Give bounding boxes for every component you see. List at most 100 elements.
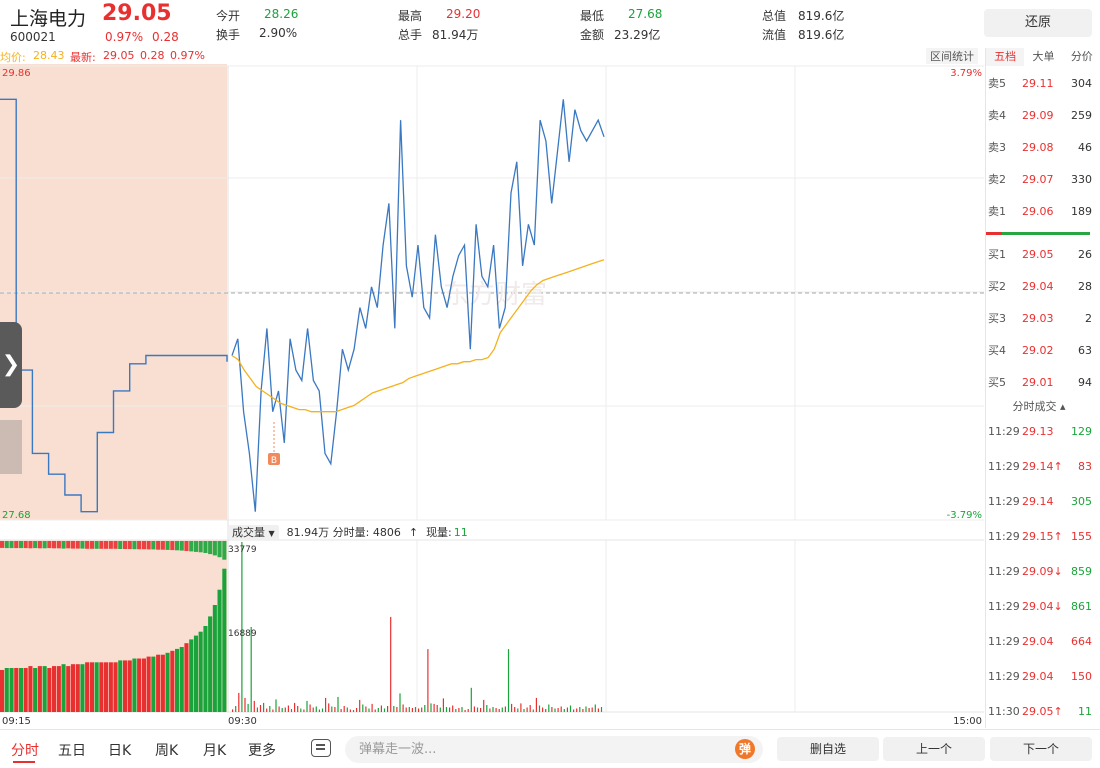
trade-row: 11:29 29.14↑ 83 <box>986 449 1092 484</box>
sell-row[interactable]: 卖3 29.08 46 <box>986 132 1092 164</box>
volume-bar <box>393 706 395 712</box>
auction-top-bar <box>179 541 184 551</box>
auction-top-bar <box>203 541 208 553</box>
buy-quantity: 94 <box>1078 376 1092 389</box>
time-sales-header[interactable]: 分时成交 ▴ <box>1012 400 1066 413</box>
volume-bar <box>297 706 299 712</box>
volume-bar <box>480 708 482 712</box>
volume-bar <box>591 707 593 712</box>
trade-time: 11:29 <box>988 495 1020 508</box>
volume-bar <box>542 707 544 712</box>
auction-volume-bar <box>0 670 5 712</box>
volume-bar <box>483 699 485 712</box>
volume-info: 81.94万 分时量: 4806 <box>286 526 401 539</box>
volume-bar <box>458 708 460 712</box>
volume-bar <box>368 708 370 712</box>
trade-volume: 83 <box>1078 460 1092 473</box>
volume-bar <box>476 707 479 712</box>
intraday-chart[interactable]: 东方财富 29.86 27.68 3.79% -3.79% 09:15 09:30 15:00… <box>0 64 985 729</box>
watermark-text: 东方财富 <box>443 279 547 309</box>
sell-row[interactable]: 卖5 29.11 304 <box>986 68 1092 100</box>
auction-volume-bar <box>66 666 71 712</box>
buy-row[interactable]: 买2 29.04 28 <box>986 271 1092 303</box>
danmu-toggle-icon[interactable] <box>311 739 331 757</box>
buy-row[interactable]: 买5 29.01 94 <box>986 367 1092 399</box>
volume-bar <box>300 708 302 712</box>
stat-label-amount: 金额 <box>580 28 605 42</box>
stat-value-total-volume: 81.94万 <box>432 28 479 42</box>
auction-top-bar <box>170 541 175 551</box>
current-volume-label: 现量: <box>426 526 452 539</box>
volume-bar <box>455 709 457 712</box>
sell-row[interactable]: 卖2 29.07 330 <box>986 164 1092 196</box>
volume-bar <box>504 706 506 712</box>
volume-bar <box>334 707 336 712</box>
tab-daily-k[interactable]: 日K <box>108 743 132 759</box>
buy-row[interactable]: 买3 29.03 2 <box>986 303 1092 335</box>
sell-row[interactable]: 卖4 29.09 259 <box>986 100 1092 132</box>
trade-price: 29.04 <box>1022 670 1054 683</box>
stat-value-float-value: 819.6亿 <box>798 28 845 42</box>
buy-price: 29.01 <box>1022 376 1054 389</box>
trade-volume: 11 <box>1078 705 1092 718</box>
danmu-strong-icon[interactable]: 弹 <box>735 739 755 759</box>
sell-level-label: 卖4 <box>988 109 1006 122</box>
tab-large-orders[interactable]: 大单 <box>1032 50 1055 63</box>
volume-bar <box>573 709 575 712</box>
volume-bar <box>588 708 590 712</box>
next-stock-button[interactable]: 下一个 <box>990 737 1092 761</box>
volume-bar <box>548 704 550 712</box>
volume-bar <box>256 707 258 712</box>
tab-weekly-k[interactable]: 周K <box>155 743 179 759</box>
tab-more[interactable]: 更多 <box>248 743 276 759</box>
trade-row: 11:29 29.09↓ 859 <box>986 554 1092 589</box>
tab-intraday[interactable]: 分时 <box>11 743 39 759</box>
collapse-handle[interactable] <box>0 420 22 474</box>
volume-bar <box>408 707 410 712</box>
volume-indicator-select[interactable]: 成交量 ▼ <box>228 524 279 540</box>
range-stats-button[interactable]: 区间统计 <box>926 48 978 64</box>
auction-volume-bar <box>151 656 156 712</box>
price-low-label: 27.68 <box>2 510 31 521</box>
volume-bar <box>452 705 454 712</box>
volume-bar <box>529 705 531 712</box>
auction-top-bar <box>156 541 161 550</box>
volume-bar <box>501 707 503 712</box>
auction-top-bar <box>80 541 85 549</box>
volume-bar <box>554 708 556 712</box>
buy-row[interactable]: 买4 29.02 63 <box>986 335 1092 367</box>
volume-bar <box>238 692 240 712</box>
volume-bar <box>328 703 330 712</box>
volume-bar <box>287 705 289 712</box>
volume-bar <box>340 709 342 712</box>
volume-bar <box>495 708 497 712</box>
volume-bar <box>486 705 488 712</box>
expand-handle-icon[interactable]: ❯ <box>0 322 22 408</box>
tab-monthly-k[interactable]: 月K <box>203 743 227 759</box>
sell-quantity: 330 <box>1071 173 1092 186</box>
danmu-input[interactable]: 弹幕走一波... 弹 <box>345 736 763 763</box>
avg-price-line <box>231 259 605 413</box>
buy-row[interactable]: 买1 29.05 26 <box>986 239 1092 271</box>
tab-price-distribution[interactable]: 分价 <box>1070 50 1093 63</box>
volume-bar <box>461 707 463 712</box>
remove-watchlist-button[interactable]: 删自选 <box>777 737 879 761</box>
sell-row[interactable]: 卖1 29.06 189 <box>986 196 1092 228</box>
volume-bar <box>346 707 348 712</box>
previous-stock-button[interactable]: 上一个 <box>883 737 985 761</box>
auction-volume-bar <box>160 654 165 712</box>
stat-value-turnover: 2.90% <box>259 26 298 40</box>
auction-top-bar <box>137 541 142 550</box>
time-start-label: 09:15 <box>2 716 31 727</box>
volume-bar <box>377 708 379 712</box>
restore-button[interactable]: 还原 <box>984 9 1092 37</box>
latest-price-label: 最新: <box>70 51 96 64</box>
volume-indicator-label: 成交量 <box>232 525 265 539</box>
volume-bar <box>442 698 444 712</box>
volume-bar <box>411 708 413 712</box>
volume-bar <box>250 627 252 712</box>
tab-five-day[interactable]: 五日 <box>58 743 86 759</box>
active-tab-indicator <box>13 761 35 763</box>
tab-five-levels[interactable]: 五档 <box>986 48 1025 66</box>
volume-bar <box>259 705 262 712</box>
